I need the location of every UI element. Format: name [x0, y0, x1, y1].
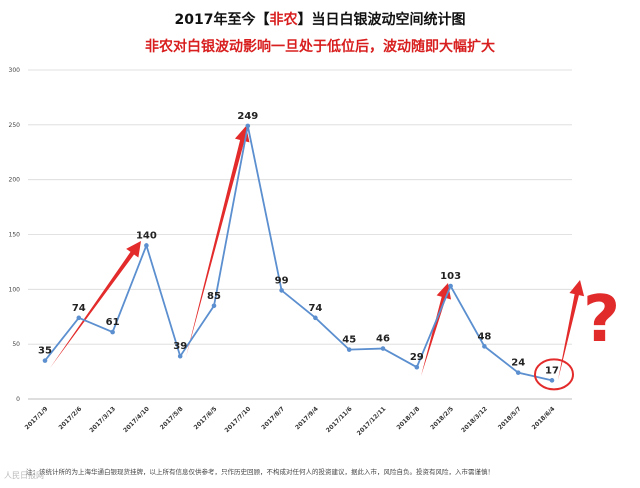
x-tick-label: 2017/11/6	[325, 405, 354, 434]
y-tick-label: 300	[9, 67, 21, 74]
data-point	[177, 353, 183, 359]
arrow-layer	[50, 126, 585, 380]
label-layer: 35 74 61 140 39 85 249 99 74 45 46 29 103 48 24 17	[38, 111, 559, 376]
x-tick-label: 2017/5/8	[159, 405, 185, 431]
data-label: 35	[38, 346, 52, 357]
y-tick-label: 200	[9, 177, 21, 184]
x-tick-label: 2017/7/10	[223, 405, 252, 434]
trend-arrow	[558, 280, 585, 380]
grid-layer	[28, 69, 572, 400]
data-label: 61	[106, 317, 120, 328]
x-tick-label: 2018/2/5	[429, 405, 455, 431]
data-label: 17	[545, 365, 559, 376]
highlight-circle	[534, 358, 574, 391]
x-tick-label: 2018/5/7	[497, 405, 523, 431]
data-label: 85	[207, 291, 221, 302]
line-layer	[42, 123, 574, 391]
x-tick-label: 2018/6/4	[531, 405, 557, 431]
y-tick-label: 100	[9, 286, 21, 293]
data-label: 103	[440, 271, 461, 282]
data-point	[211, 303, 217, 309]
data-point	[76, 315, 82, 321]
data-label: 48	[477, 331, 491, 342]
question-mark-icon: ?	[583, 283, 621, 357]
data-point	[313, 315, 318, 321]
data-point	[42, 358, 48, 363]
x-tick-label: 2017/4/10	[122, 405, 151, 434]
data-label: 29	[410, 352, 424, 363]
data-label: 45	[342, 335, 356, 346]
data-point	[448, 283, 453, 289]
data-label: 74	[72, 303, 86, 314]
data-point	[549, 378, 555, 383]
chart-title: 2017年至今【非农】当日白银波动空间统计图	[0, 9, 640, 29]
data-label: 99	[275, 275, 289, 286]
data-point	[482, 344, 487, 349]
trend-arrow	[50, 241, 141, 368]
data-label: 39	[173, 341, 187, 352]
trend-arrow	[186, 126, 250, 357]
x-tick-label: 2017/9/4	[294, 405, 320, 431]
data-label: 249	[237, 111, 258, 122]
y-tick-label: 250	[9, 122, 21, 129]
data-point	[245, 123, 251, 129]
x-tick-label: 2017/3/13	[88, 405, 117, 434]
chart-subtitle: 非农对白银波动影响一旦处于低位后，波动随即大幅扩大	[145, 39, 495, 55]
data-point	[515, 370, 521, 375]
data-point	[346, 347, 352, 352]
data-label: 74	[308, 303, 322, 314]
data-point	[110, 329, 115, 335]
title-highlight: 非农	[269, 12, 298, 28]
y-tick-label: 150	[9, 232, 21, 239]
x-tick-label: 2017/8/7	[260, 405, 286, 431]
x-tick-label: 2017/1/9	[24, 405, 50, 431]
y-tick-label: 50	[12, 341, 20, 348]
x-tick-label: 2018/3/12	[460, 405, 489, 434]
data-line	[44, 125, 553, 382]
x-tick-label: 2018/1/8	[395, 405, 421, 431]
data-label: 46	[376, 334, 390, 345]
data-label: 24	[511, 358, 525, 369]
x-tick-label: 2017/6/5	[193, 405, 219, 431]
axis-layer: 0 50 100 150 200 250 300 2017/1/9 2017/2/6 2017/3…	[9, 67, 572, 437]
footnote: 注：该统计所的为上海华通白银现货挂牌，以上所有信息仅供参考，只作历史回顾，不构成…	[26, 468, 494, 476]
x-tick-label: 2017/12/11	[356, 405, 388, 437]
data-point	[380, 346, 386, 351]
title-suffix: 】当日白银波动空间统计图	[297, 12, 466, 28]
title-prefix: 2017年至今【	[174, 12, 270, 28]
watermark: 人民日报网	[4, 471, 44, 480]
data-label: 140	[136, 230, 157, 241]
data-point	[144, 243, 149, 248]
y-tick-label: 0	[16, 396, 20, 403]
data-point	[279, 288, 284, 293]
data-point	[414, 364, 420, 370]
x-tick-label: 2017/2/6	[57, 405, 83, 431]
